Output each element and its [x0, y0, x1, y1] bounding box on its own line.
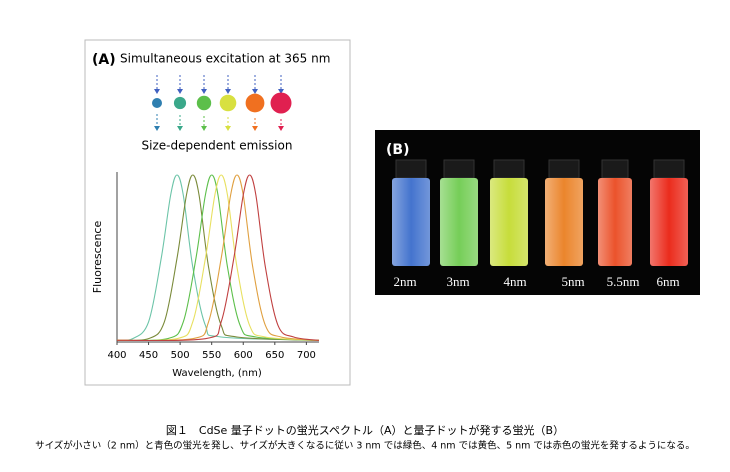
arrow-head	[154, 89, 160, 94]
arrow-head	[154, 126, 160, 131]
spectrum-line	[116, 174, 320, 342]
vial-cap	[601, 159, 629, 179]
size-label: 5nm	[561, 274, 584, 289]
x-tick-label: 550	[202, 350, 221, 361]
size-label: 6nm	[656, 274, 679, 289]
x-tick-label: 600	[234, 350, 253, 361]
vial-glass	[392, 178, 430, 266]
arrow-head	[225, 89, 231, 94]
arrow-head	[278, 89, 284, 94]
x-tick-label: 400	[107, 350, 126, 361]
vial-cap	[493, 159, 525, 179]
caption-text: サイズが小さい（2 nm）と青色の蛍光を発し、サイズが大きくなるに従い 3 nm…	[35, 440, 695, 452]
size-label: 3nm	[446, 274, 469, 289]
arrow-head	[252, 89, 258, 94]
arrow-head	[278, 126, 284, 131]
arrow-head	[177, 89, 183, 94]
y-axis-label: Fluorescence	[91, 221, 104, 294]
vial-glass	[490, 178, 528, 266]
x-tick-label: 500	[171, 350, 190, 361]
excitation-text: Simultaneous excitation at 365 nm	[120, 52, 330, 66]
vial-glass	[545, 178, 583, 266]
arrow-head	[201, 126, 207, 131]
arrow-head	[252, 126, 258, 131]
arrow-head	[225, 126, 231, 131]
vial-cap	[653, 159, 685, 179]
quantum-dot	[270, 92, 292, 114]
quantum-dot	[219, 94, 237, 112]
x-tick-label: 450	[139, 350, 158, 361]
size-label: 2nm	[393, 274, 416, 289]
x-tick-label: 700	[297, 350, 316, 361]
spectrum-line	[116, 174, 320, 342]
spectrum-line	[116, 174, 320, 342]
spectrum-line	[116, 174, 320, 342]
vial-glass	[598, 178, 632, 266]
panel-a-frame	[84, 39, 351, 386]
quantum-dot	[152, 98, 162, 108]
x-tick-label: 650	[265, 350, 284, 361]
vial-cap	[443, 159, 475, 179]
spectrum-line	[116, 174, 320, 342]
caption-title: 図１ CdSe 量子ドットの蛍光スペクトル（A）と量子ドットが発する蛍光（B）	[166, 423, 564, 437]
panel-b-label: (B)	[386, 142, 409, 158]
panel-a-label: (A)	[92, 52, 116, 68]
x-axis-label: Wavelength, (nm)	[172, 368, 262, 379]
quantum-dot	[173, 96, 187, 110]
vial-cap	[548, 159, 580, 179]
quantum-dot	[196, 95, 212, 111]
quantum-dot	[245, 93, 265, 113]
arrow-head	[177, 126, 183, 131]
spectrum-line	[116, 174, 320, 342]
size-label: 4nm	[503, 274, 526, 289]
size-label: 5.5nm	[607, 274, 640, 289]
emission-text: Size-dependent emission	[142, 139, 293, 153]
vial-glass	[440, 178, 478, 266]
arrow-head	[201, 89, 207, 94]
vial-glass	[650, 178, 688, 266]
vial-cap	[395, 159, 427, 179]
